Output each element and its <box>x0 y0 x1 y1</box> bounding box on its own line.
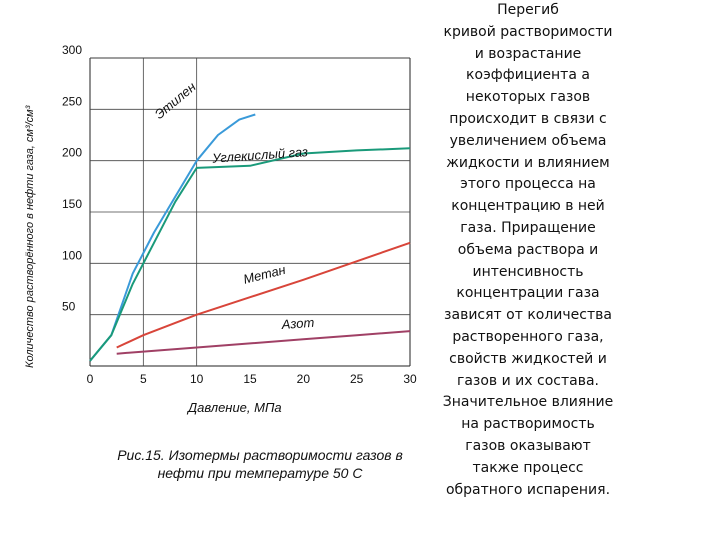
caption-line-2: нефти при температуре 50 С <box>157 465 363 481</box>
explanation-line: свойств жидкостей и <box>449 350 607 367</box>
x-tick-label: 25 <box>350 372 364 386</box>
chart-ticks: 50 100 150 200 250 300 0 5 10 15 20 25 30 <box>62 43 417 386</box>
explanation-line: газов оказывают <box>465 437 591 454</box>
x-tick-label: 20 <box>297 372 311 386</box>
y-tick-label: 250 <box>62 94 82 108</box>
explanation-text: Перегиб кривой растворимости и возрастание… <box>428 0 628 501</box>
series-line <box>116 241 411 349</box>
series-line <box>89 113 256 362</box>
y-tick-label: 200 <box>62 146 82 160</box>
figure-caption: Рис.15. Изотермы растворимости газов в н… <box>90 446 430 482</box>
y-tick-label: 300 <box>62 43 82 57</box>
x-axis-title: Давление, МПа <box>188 400 282 415</box>
explanation-line: также процесс <box>472 459 584 476</box>
chart-series <box>89 113 411 362</box>
x-tick-label: 15 <box>243 372 257 386</box>
explanation-line: газов и их состава. <box>456 372 599 389</box>
explanation-line: коэффициента а <box>466 67 590 84</box>
chart-series-labels: Этилен Углекислый газ Метан Азот <box>152 79 315 332</box>
series-label: Азот <box>280 315 315 332</box>
explanation-line: интенсивность <box>472 263 584 280</box>
explanation-line: концентрацию в ней <box>451 198 605 215</box>
explanation-line: объема раствора и <box>457 241 599 258</box>
explanation-line: Перегиб <box>497 2 559 18</box>
explanation-line: и возрастание <box>474 45 582 62</box>
series-label: Углекислый газ <box>211 144 309 166</box>
explanation-line: растворенного газа, <box>452 328 604 345</box>
explanation-line: обратного испарения. <box>445 481 611 498</box>
explanation-line: увеличением объема <box>449 132 607 149</box>
x-tick-label: 30 <box>403 372 417 386</box>
y-tick-label: 100 <box>62 248 82 262</box>
x-tick-label: 10 <box>190 372 204 386</box>
y-axis-title: Количество растворённого в нефти газа, с… <box>24 105 36 368</box>
explanation-line: газа. Приращение <box>460 219 596 236</box>
x-tick-label: 0 <box>87 372 94 386</box>
explanation-line: концентрации газа <box>456 285 600 302</box>
series-label: Метан <box>242 262 287 287</box>
explanation-line: кривой растворимости <box>443 23 613 40</box>
explanation-line: происходит в связи с <box>449 110 607 127</box>
series-label: Этилен <box>152 79 199 122</box>
series-line <box>116 330 411 355</box>
explanation-line: на растворимость <box>461 416 595 433</box>
y-tick-label: 50 <box>62 300 76 314</box>
series-line <box>89 147 411 362</box>
explanation-line: зависят от количества <box>444 307 612 324</box>
explanation-line: этого процесса на <box>460 176 596 193</box>
explanation-line: Значительное влияние <box>442 394 614 411</box>
explanation-line: некоторых газов <box>465 89 591 106</box>
chart-grid <box>89 57 411 367</box>
y-tick-label: 150 <box>62 197 82 211</box>
x-tick-label: 5 <box>140 372 147 386</box>
caption-line-1: Рис.15. Изотермы растворимости газов в <box>117 447 403 463</box>
explanation-line: жидкости и влиянием <box>446 154 610 171</box>
